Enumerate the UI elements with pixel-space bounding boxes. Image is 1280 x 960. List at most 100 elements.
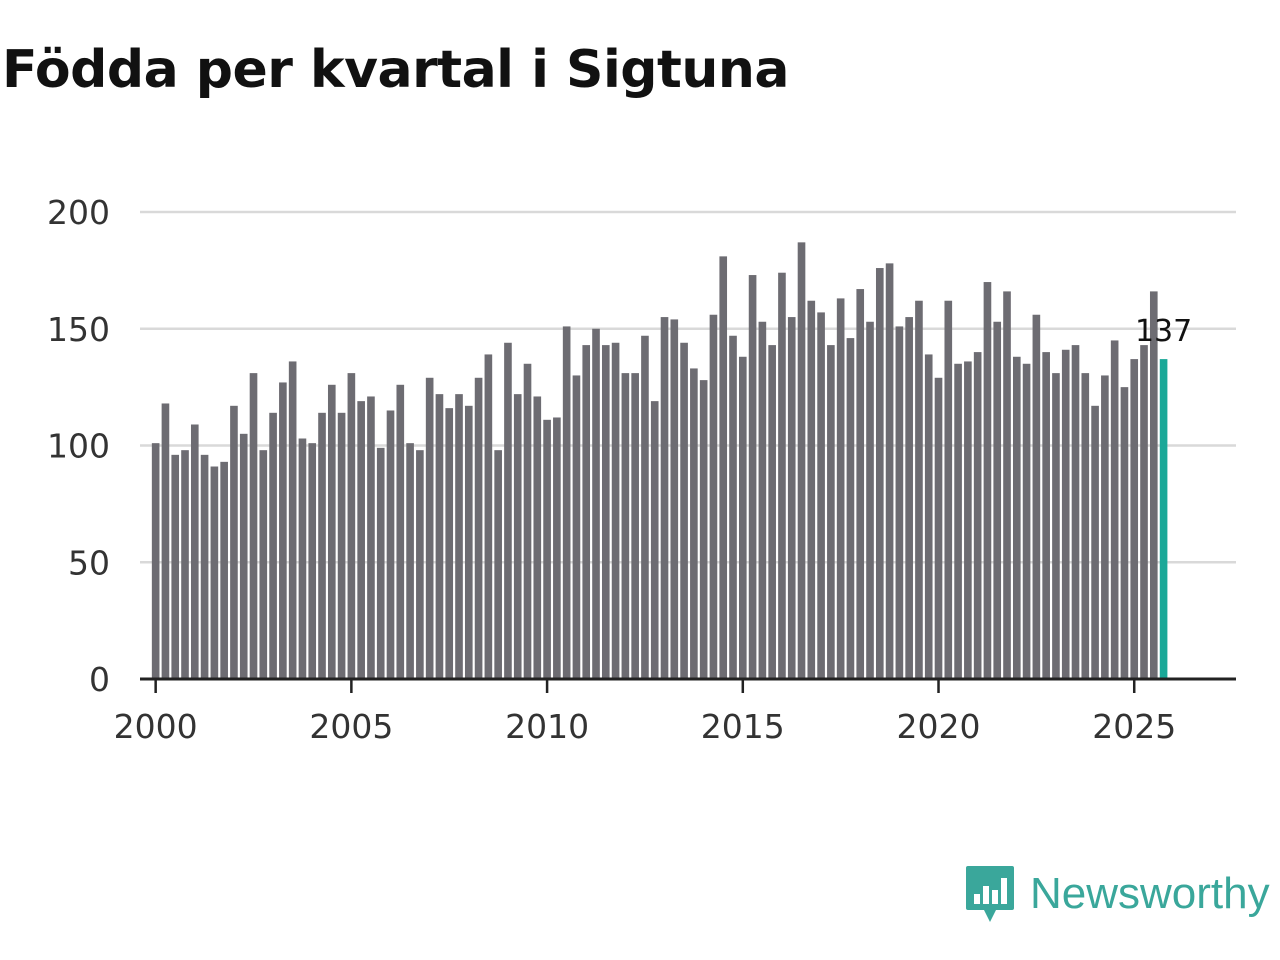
bar [592,328,600,679]
bar [367,396,375,679]
bar [856,289,865,679]
bar [738,356,747,679]
bar [641,335,649,679]
bar [1042,352,1050,679]
bar [279,382,287,679]
bar [778,272,786,679]
bar [1149,291,1158,679]
bar [543,419,551,679]
bar [239,433,248,679]
x-tick-label: 2015 [701,707,785,746]
bar [875,268,884,679]
bar [866,321,874,679]
bar [357,401,365,679]
bar [190,424,199,679]
bar [259,450,268,679]
bar [797,242,806,679]
bar [445,408,454,679]
bar [533,396,542,679]
bar [787,317,796,679]
bar [220,461,228,679]
bar [494,450,502,679]
bar [376,447,385,679]
bar [230,405,238,679]
bar [973,352,982,679]
x-tick-label: 2000 [114,707,198,746]
bar [885,263,894,679]
bar [327,384,336,679]
y-tick-label: 200 [47,193,110,232]
bar [455,394,463,679]
bar [200,454,209,679]
bar [1012,356,1021,679]
bar [709,314,718,679]
bar [318,412,326,679]
newsworthy-logo-icon [966,866,1014,922]
bar [817,312,825,679]
bar [807,300,816,679]
bar [670,319,679,679]
bar [298,438,307,679]
bar [729,335,737,679]
bar [249,373,258,679]
bar [846,338,855,679]
bar [523,363,532,679]
bar [1101,375,1109,679]
bar [1120,387,1129,680]
x-tick-label: 2010 [505,707,589,746]
bar [425,377,434,679]
bar [1140,345,1148,679]
bar [288,361,297,679]
bar [690,368,698,679]
brand-name: Newsworthy [1030,869,1270,918]
newsworthy-brand[interactable]: Newsworthy [964,864,1270,924]
bar [171,454,180,679]
bar [396,384,405,679]
bars [151,242,1168,680]
bar [680,342,688,679]
bar [504,342,512,679]
bar [406,443,414,679]
bar [1071,345,1080,679]
bar [924,354,933,679]
x-tick-label: 2020 [897,707,981,746]
bar [631,373,639,679]
bar [572,375,581,679]
bar [464,405,473,679]
bar [601,345,610,679]
bar [905,317,913,679]
bar [895,326,904,679]
y-tick-label: 0 [89,660,110,699]
bar [719,256,728,679]
bar [768,345,776,679]
bar [983,282,992,679]
bar [993,321,1002,679]
bar-highlight [1159,359,1168,679]
bar [484,354,493,679]
bar [416,450,424,679]
bar [1130,359,1139,679]
bar [553,417,561,679]
bar [210,466,219,679]
bar [660,317,669,679]
bar [1003,291,1011,679]
bar [748,275,757,679]
bar [181,450,189,679]
bar [934,377,943,679]
bar [1091,405,1099,679]
bar [944,300,953,679]
labels: 0 50 100 150 200 2000 2005 2010 2015 2020 2025 137 [47,193,1192,746]
bar [347,373,356,679]
axes [140,677,1236,693]
x-tick-label: 2005 [309,707,393,746]
data-label-last: 137 [1135,314,1192,349]
bar [582,345,591,679]
bar [269,412,277,679]
bar [1061,349,1070,679]
bar [650,401,659,679]
bar [435,394,444,679]
y-tick-label: 150 [47,310,110,349]
bar [1110,340,1119,679]
bar [827,345,835,679]
